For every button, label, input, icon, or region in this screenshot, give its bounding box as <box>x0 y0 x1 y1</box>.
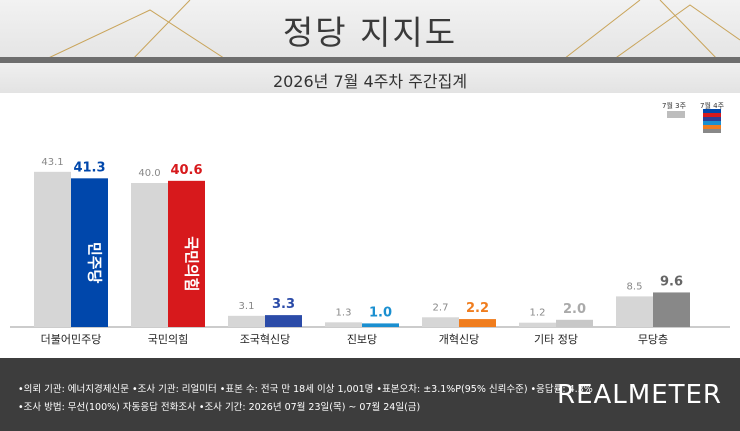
legend-prev-label: 7월 3주 <box>662 102 687 110</box>
legend-curr-color-strip <box>703 117 721 121</box>
value-label-curr: 9.6 <box>660 274 683 289</box>
value-label-prev: 2.7 <box>433 302 449 313</box>
legend-curr-color-strip <box>703 121 721 125</box>
party-logo-ppp: 국민의힘 <box>183 236 201 291</box>
page-title: 정당 지지도 <box>282 13 458 52</box>
bar-prev-week <box>616 296 653 327</box>
bar-prev-week <box>325 322 362 327</box>
gold-line-decoration <box>39 0 740 62</box>
legend-curr-swatch <box>703 109 721 137</box>
bar-prev-week <box>422 317 459 327</box>
footer-line-1: •의뢰 기관: 에너지경제신문 •조사 기관: 리얼미터 •표본 수: 전국 만… <box>18 384 593 395</box>
value-label-curr: 41.3 <box>73 160 105 175</box>
subtitle-bar <box>0 63 740 93</box>
party-logo-democratic: 민주당 <box>86 242 104 284</box>
legend-curr-color-strip <box>703 109 721 113</box>
bar-curr-week <box>653 292 690 327</box>
legend-curr-color-strip <box>703 113 721 117</box>
value-label-curr: 2.0 <box>563 302 586 317</box>
bar-chart: 43.1 41.3 더불어민주당 40.0 40.6 국민의힘 3.1 3.3 조국혁신당 1.3… <box>10 157 730 346</box>
category-label: 국민의힘 <box>148 333 188 346</box>
category-label: 조국혁신당 <box>240 333 291 346</box>
bar-curr-week <box>556 319 593 327</box>
value-label-curr: 40.6 <box>170 163 202 178</box>
legend-curr-color-strip <box>703 125 721 129</box>
bar-prev-week <box>131 183 168 327</box>
legend-curr-label: 7월 4주 <box>700 102 725 110</box>
footer-line-2: •조사 방법: 무선(100%) 자동응답 전화조사 •조사 기간: 2026년… <box>18 402 421 413</box>
value-label-prev: 1.3 <box>336 307 352 318</box>
bar-prev-week <box>228 315 265 327</box>
legend-curr-color-strip <box>703 129 721 133</box>
value-label-curr: 2.2 <box>466 301 489 316</box>
value-label-prev: 43.1 <box>41 157 63 168</box>
category-label: 무당층 <box>638 333 668 346</box>
category-label: 더불어민주당 <box>41 333 102 346</box>
page-subtitle: 2026년 7월 4주차 주간집계 <box>272 72 468 91</box>
value-label-prev: 3.1 <box>239 301 255 312</box>
value-label-curr: 3.3 <box>272 297 295 312</box>
bar-prev-week <box>519 322 556 327</box>
value-label-prev: 8.5 <box>627 281 643 292</box>
category-label: 기타 정당 <box>534 333 578 346</box>
bar-curr-week <box>265 315 302 327</box>
realmeter-logo: REALMETER <box>557 380 722 410</box>
bar-curr-week <box>362 323 399 327</box>
bar-curr-week <box>71 178 108 327</box>
header <box>0 0 740 62</box>
bar-curr-week <box>168 180 205 327</box>
legend-prev-swatch <box>667 111 685 118</box>
footer <box>0 358 740 431</box>
value-label-prev: 1.2 <box>530 308 546 319</box>
category-label: 진보당 <box>347 333 377 346</box>
bar-curr-week <box>459 319 496 327</box>
value-label-prev: 40.0 <box>138 168 160 179</box>
value-label-curr: 1.0 <box>369 305 392 320</box>
bar-prev-week <box>34 171 71 327</box>
title-separator <box>0 57 740 63</box>
category-label: 개혁신당 <box>439 333 479 346</box>
